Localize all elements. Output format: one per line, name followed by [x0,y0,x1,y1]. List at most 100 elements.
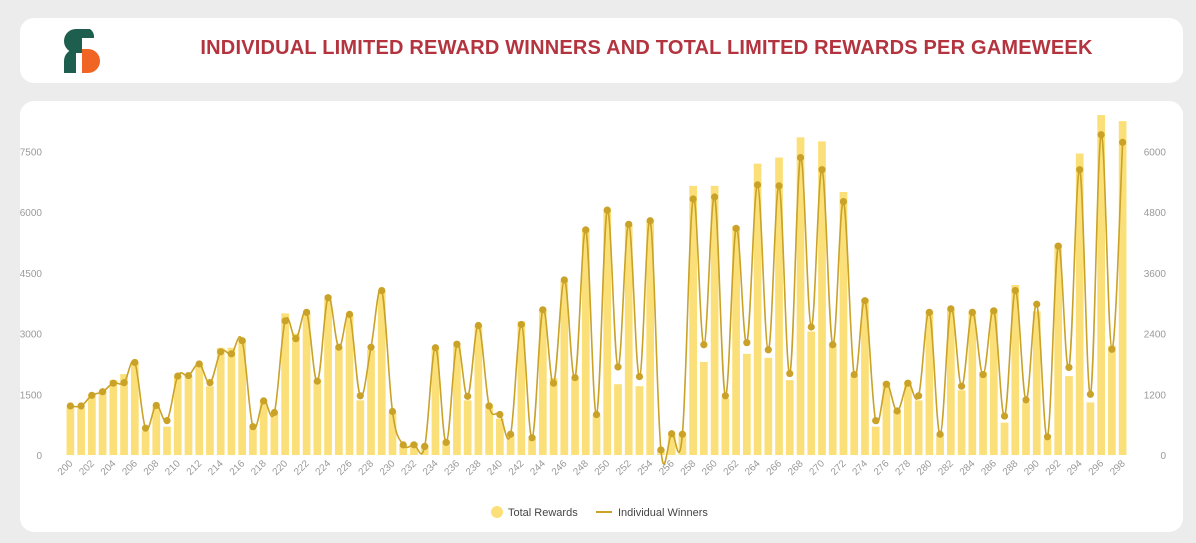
point-individual-winners [421,442,429,450]
x-tick-label: 248 [571,458,591,478]
bar-total-rewards [238,339,247,455]
bar-total-rewards [904,382,912,455]
point-individual-winners [807,323,815,331]
bar-total-rewards [700,361,708,455]
point-individual-winners [195,360,203,368]
x-tick-label: 296 [1087,458,1107,478]
bar-total-rewards [678,432,687,455]
x-tick-label: 292 [1044,458,1064,478]
bar-total-rewards [1043,438,1052,455]
point-individual-winners [957,382,966,390]
x-tick-label: 280 [915,458,935,478]
x-tick-label: 230 [378,458,398,478]
bar-total-rewards [1022,402,1030,455]
point-individual-winners [893,407,901,415]
x-tick-label: 216 [228,458,248,478]
y-right-tick-label: 3600 [1144,269,1167,280]
bar-total-rewards [98,390,107,455]
x-tick-label: 266 [765,458,785,478]
point-individual-winners [184,371,193,380]
point-individual-winners [410,441,418,449]
point-individual-winners [882,380,891,388]
point-individual-winners [238,337,246,345]
x-tick-label: 294 [1065,458,1085,478]
bar-total-rewards [313,380,322,455]
bar-total-rewards [818,141,826,455]
x-tick-label: 220 [271,458,291,478]
bar-total-rewards [506,434,515,455]
bar-total-rewards [474,325,483,455]
x-tick-label: 278 [893,458,913,478]
bar-total-rewards [442,440,451,455]
y-left-tick-label: 7500 [20,147,42,158]
point-individual-winners [646,217,654,225]
bar-total-rewards [603,210,612,455]
x-tick-label: 298 [1108,458,1128,478]
bar-total-rewards [410,442,418,455]
bar-total-rewards [152,406,161,455]
x-tick-label: 260 [700,458,720,478]
bar-total-rewards [968,311,977,455]
x-tick-label: 272 [829,458,849,478]
bar-total-rewards [334,347,343,455]
bar-total-rewards [249,428,257,455]
bar-total-rewards [528,438,536,455]
point-individual-winners [850,370,858,379]
point-individual-winners [163,417,171,425]
point-individual-winners [227,350,236,358]
point-individual-winners [109,379,117,387]
bar-total-rewards [839,191,848,456]
bar-total-rewards [893,410,902,455]
point-individual-winners [528,434,536,442]
bar-total-rewards [227,347,236,455]
bar-total-rewards [614,384,622,455]
bar-total-rewards [721,398,730,455]
point-individual-winners [732,224,740,232]
y-left-tick-label: 0 [36,451,42,462]
x-tick-label: 210 [163,458,183,478]
point-individual-winners [872,417,880,425]
bar-total-rewards [624,224,633,455]
bar-total-rewards [850,376,859,455]
point-individual-winners [979,370,987,379]
point-individual-winners [925,308,933,316]
point-individual-winners [1076,166,1084,174]
bar-total-rewards [1065,376,1073,455]
x-tick-label: 284 [958,458,978,478]
point-individual-winners [635,372,644,381]
bar-total-rewards [742,353,751,455]
point-individual-winners [485,402,493,410]
point-individual-winners [1108,345,1116,353]
bar-total-rewards [667,434,676,455]
point-individual-winners [464,392,472,400]
point-individual-winners [313,377,321,385]
point-individual-winners [453,340,461,348]
point-individual-winners [1022,396,1030,404]
x-tick-label: 224 [314,458,334,478]
point-individual-winners [614,363,622,371]
bar-total-rewards [796,137,805,455]
bar-total-rewards [1075,153,1084,455]
x-tick-label: 244 [528,458,548,478]
point-individual-winners [1000,412,1009,420]
point-individual-winners [367,343,375,351]
point-individual-winners [539,306,547,314]
brand-logo-icon [64,29,100,73]
bar-total-rewards [388,412,397,455]
bar-total-rewards [302,313,311,455]
point-individual-winners [324,294,332,302]
point-individual-winners [442,438,450,446]
point-individual-winners [217,348,225,356]
point-individual-winners [711,193,719,201]
point-individual-winners [743,339,751,347]
point-individual-winners [260,397,268,405]
x-tick-label: 274 [850,458,870,478]
bar-total-rewards [592,414,601,455]
x-tick-label: 250 [593,458,613,478]
point-individual-winners [120,379,128,387]
point-individual-winners [174,372,182,380]
point-individual-winners [98,388,107,396]
y-left-tick-label: 1500 [20,390,42,401]
x-tick-label: 254 [636,458,656,478]
bar-total-rewards [270,412,279,455]
